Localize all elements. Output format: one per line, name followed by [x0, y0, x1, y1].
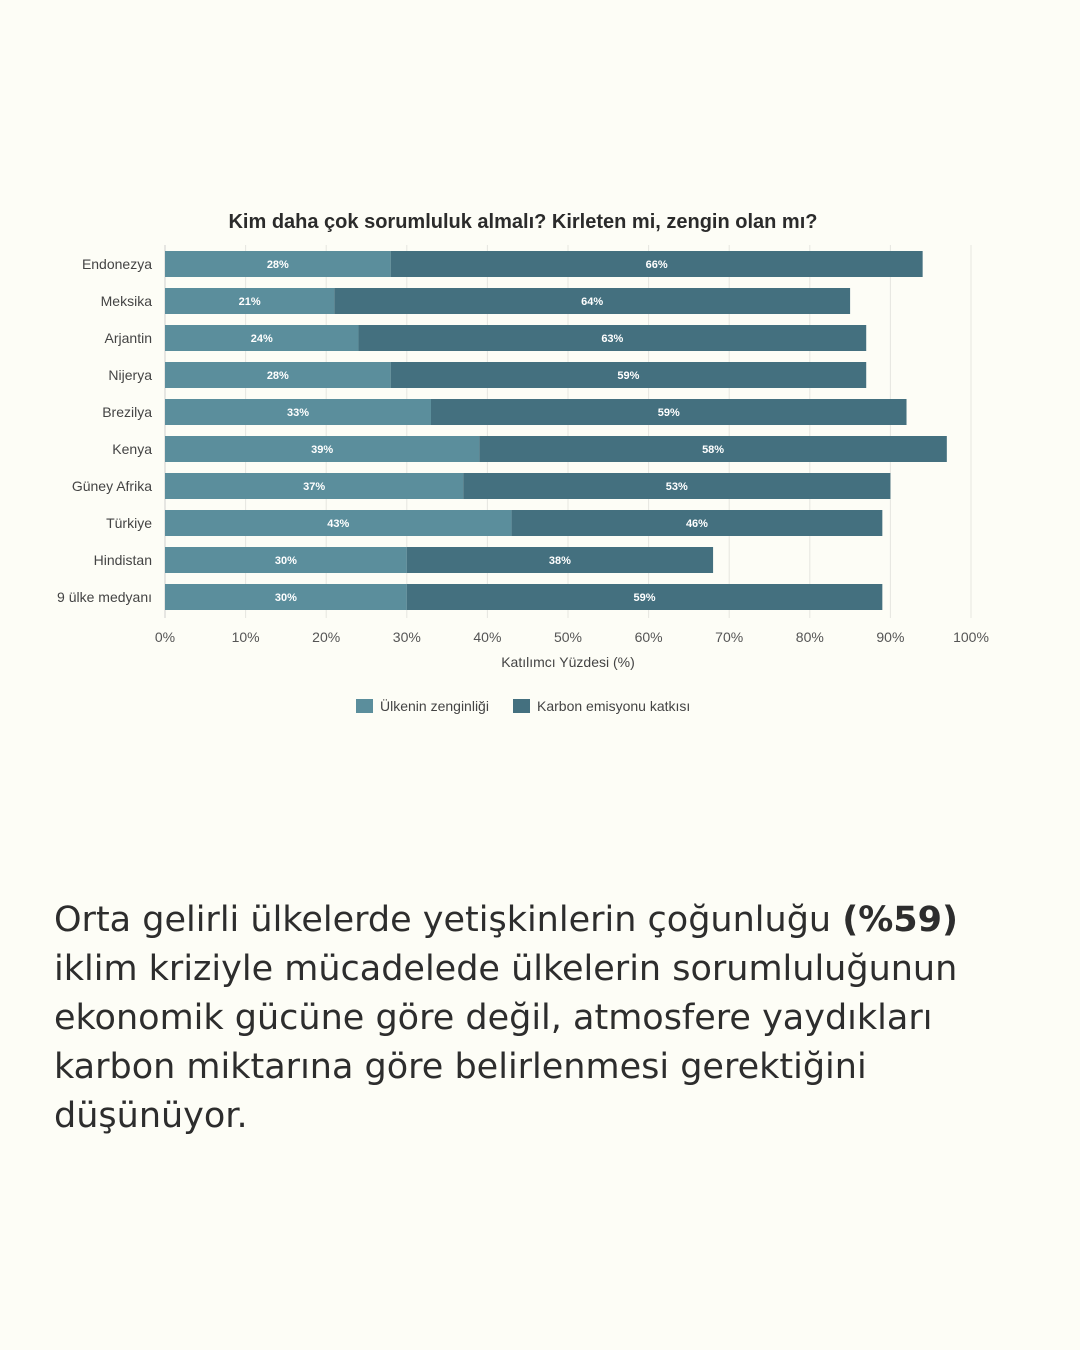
bar-segment	[165, 288, 335, 314]
x-tick-label: 20%	[312, 629, 340, 645]
bar-segment	[165, 251, 391, 277]
bar-data-label: 30%	[275, 555, 297, 567]
caption-before: Orta gelirli ülkelerde yetişkinlerin çoğ…	[54, 900, 843, 940]
bar-segment	[165, 362, 391, 388]
x-tick-label: 70%	[715, 629, 743, 645]
bar-data-label: 30%	[275, 592, 297, 604]
bar-data-label: 38%	[549, 555, 571, 567]
bar-segment	[479, 436, 947, 462]
y-category-label: Brezilya	[102, 404, 152, 420]
x-axis-label: Katılımcı Yüzdesi (%)	[501, 654, 635, 670]
y-category-label: Kenya	[112, 441, 152, 457]
bar-segment	[165, 547, 407, 573]
x-tick-label: 0%	[155, 629, 175, 645]
bar-data-label: 28%	[267, 370, 289, 382]
caption-after: iklim kriziyle mücadelede ülkelerin soru…	[54, 949, 958, 1136]
legend-swatch	[356, 699, 373, 713]
legend-label: Ülkenin zenginliği	[380, 697, 489, 714]
x-tick-label: 100%	[953, 629, 989, 645]
y-category-label: Türkiye	[106, 515, 152, 531]
bar-data-label: 64%	[581, 296, 603, 308]
bar-data-label: 46%	[686, 518, 708, 530]
x-tick-label: 30%	[393, 629, 421, 645]
bar-segment	[390, 362, 867, 388]
bar-data-label: 21%	[239, 296, 261, 308]
chart-container: Kim daha çok sorumluluk almalı? Kirleten…	[57, 211, 989, 714]
caption-highlight: (%59)	[842, 900, 958, 940]
x-tick-label: 40%	[473, 629, 501, 645]
y-category-label: Endonezya	[82, 256, 152, 272]
bar-segment	[165, 510, 512, 536]
bar-data-label: 53%	[666, 481, 688, 493]
bar-segment	[430, 399, 907, 425]
y-category-label: Meksika	[101, 293, 153, 309]
y-category-label: Güney Afrika	[72, 478, 152, 494]
bar-data-label: 59%	[617, 370, 639, 382]
x-tick-label: 90%	[876, 629, 904, 645]
y-category-label: Nijerya	[108, 367, 152, 383]
bar-segment	[165, 436, 480, 462]
legend-label: Karbon emisyonu katkısı	[537, 698, 690, 714]
bar-segment	[165, 473, 464, 499]
y-category-label: 9 ülke medyanı	[57, 589, 152, 605]
x-tick-label: 10%	[232, 629, 260, 645]
bar-data-label: 24%	[251, 333, 273, 345]
bar-segment	[390, 251, 923, 277]
bar-data-label: 59%	[658, 407, 680, 419]
y-category-label: Arjantin	[105, 330, 152, 346]
bar-data-label: 66%	[646, 259, 668, 271]
bar-segment	[358, 325, 867, 351]
bar-data-label: 28%	[267, 259, 289, 271]
stacked-bar-chart: Kim daha çok sorumluluk almalı? Kirleten…	[57, 211, 989, 714]
bar-segment	[334, 288, 851, 314]
bar-data-label: 59%	[634, 592, 656, 604]
bar-data-label: 37%	[303, 481, 325, 493]
bar-data-label: 33%	[287, 407, 309, 419]
chart-title: Kim daha çok sorumluluk almalı? Kirleten…	[228, 211, 817, 233]
bar-segment	[165, 584, 407, 610]
x-tick-label: 60%	[635, 629, 663, 645]
bar-segment	[406, 547, 714, 573]
bar-data-label: 58%	[702, 444, 724, 456]
bar-segment	[463, 473, 891, 499]
bar-data-label: 63%	[601, 333, 623, 345]
x-tick-label: 50%	[554, 629, 582, 645]
bar-segment	[165, 399, 431, 425]
bar-segment	[511, 510, 883, 536]
x-tick-label: 80%	[796, 629, 824, 645]
bar-segment	[406, 584, 883, 610]
bar-segment	[165, 325, 359, 351]
bar-data-label: 39%	[311, 444, 333, 456]
y-category-label: Hindistan	[94, 552, 152, 568]
bar-data-label: 43%	[327, 518, 349, 530]
caption-text: Orta gelirli ülkelerde yetişkinlerin çoğ…	[54, 896, 1014, 1141]
legend-swatch	[513, 699, 530, 713]
